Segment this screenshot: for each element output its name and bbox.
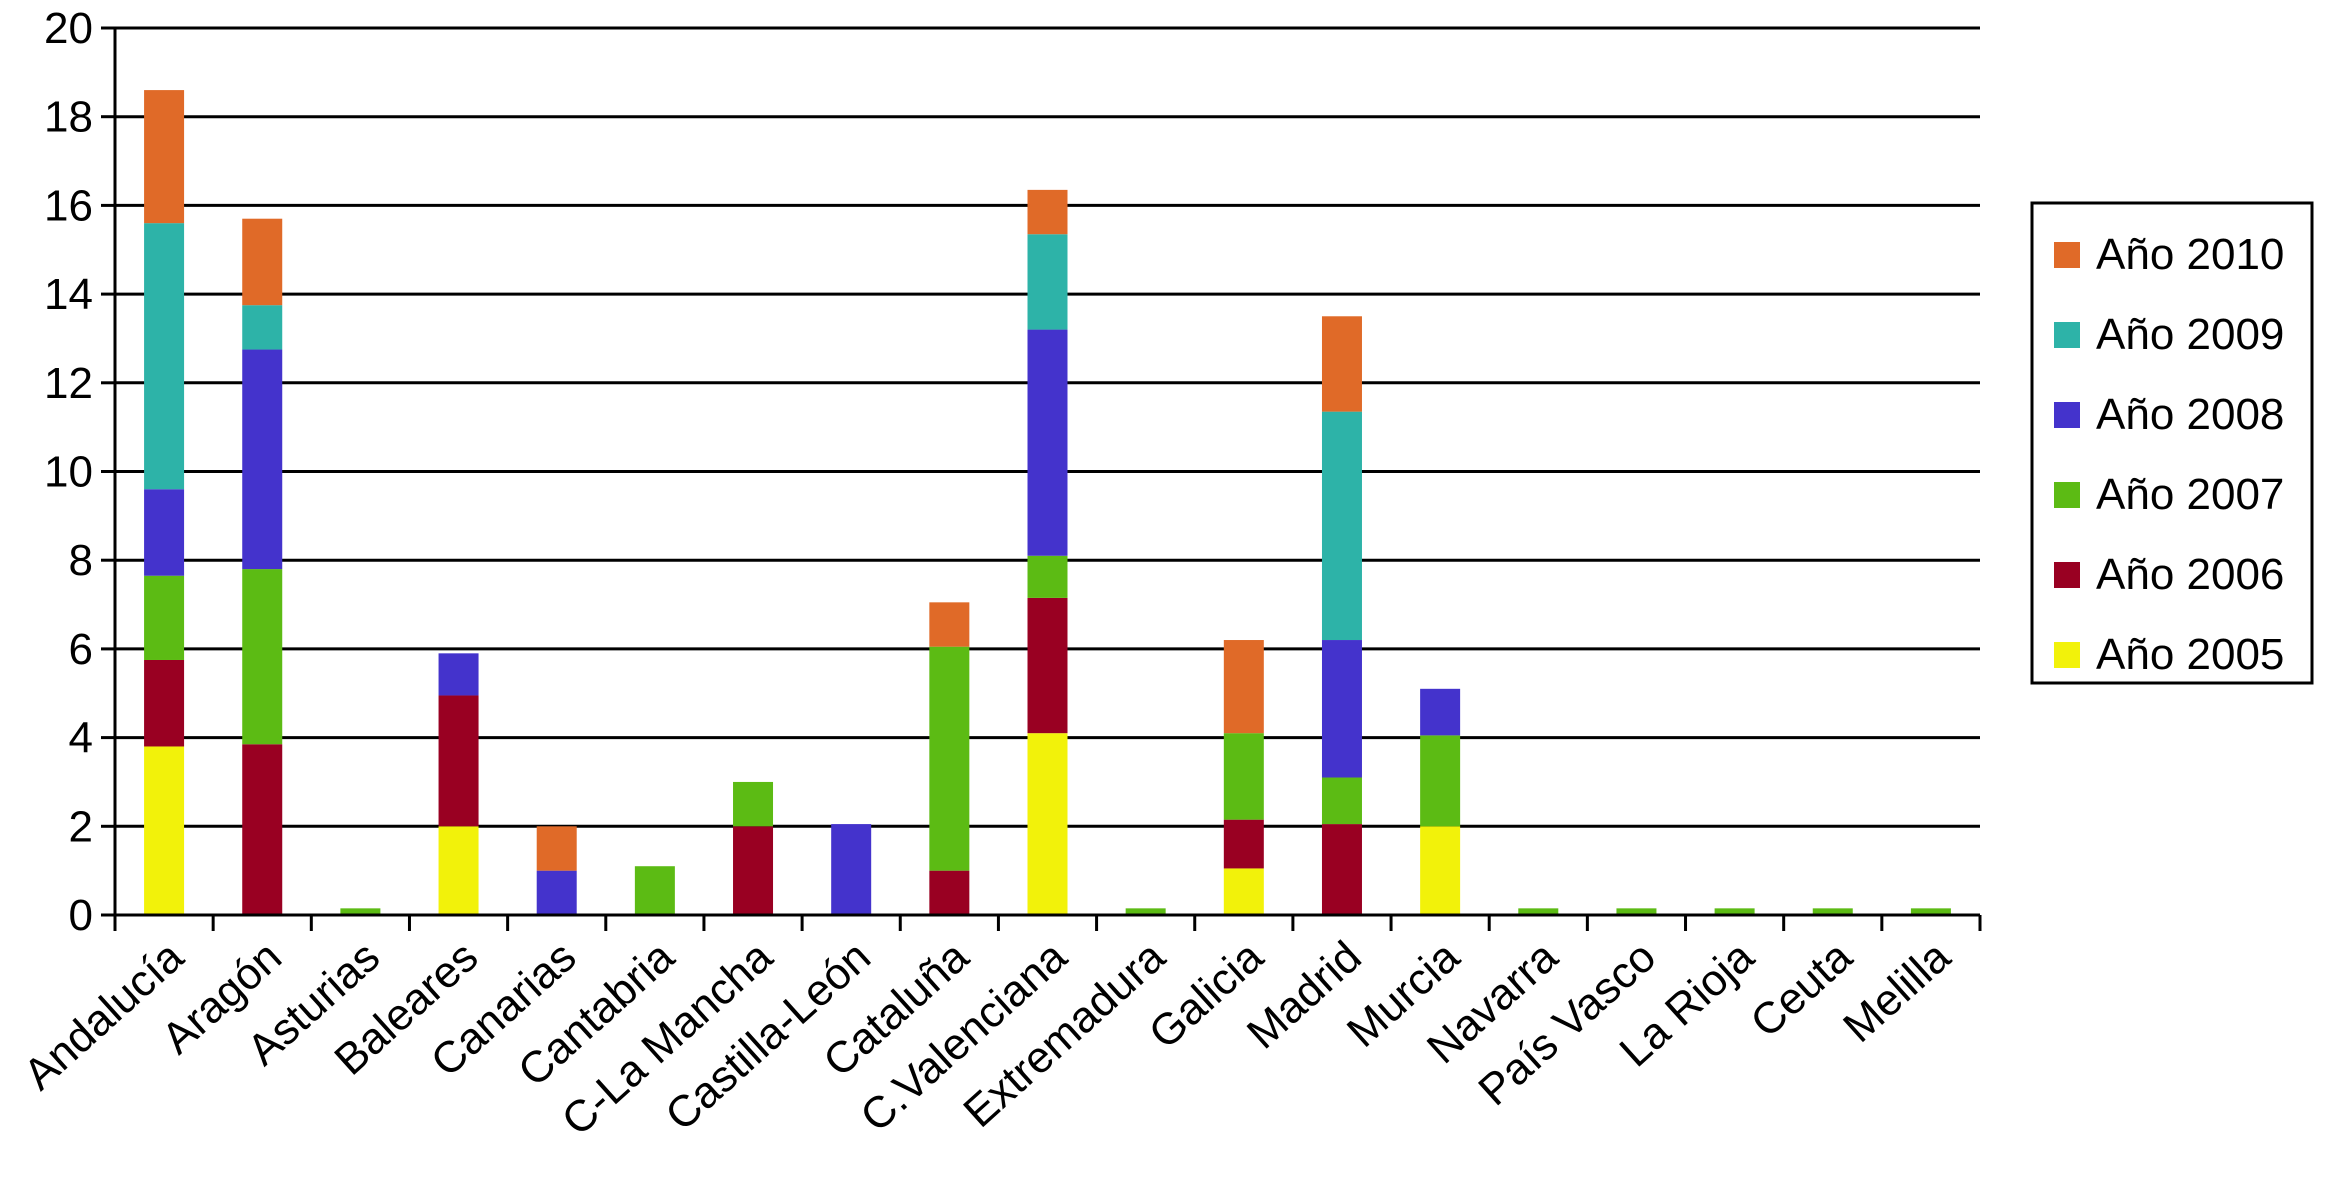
bar-segment xyxy=(929,646,970,871)
bar-segment xyxy=(144,746,185,915)
legend-swatch xyxy=(2054,322,2080,348)
bar-segment xyxy=(1125,908,1166,915)
bar-segment xyxy=(144,659,185,747)
y-tick-label: 4 xyxy=(69,714,93,763)
bar-segment xyxy=(1321,640,1362,778)
bar-segment xyxy=(438,653,479,696)
y-tick-label: 8 xyxy=(69,536,93,585)
bar-segment xyxy=(733,781,774,827)
bar-segment xyxy=(242,349,283,570)
bar-segment xyxy=(1223,819,1264,869)
legend: Año 2010 Año 2009 Año 2008 Año 2007 Año 2006… xyxy=(2030,201,2314,685)
x-tick-label: Ceuta xyxy=(1741,932,1861,1047)
bar-segment xyxy=(1420,688,1461,736)
y-tick-label: 2 xyxy=(69,802,93,851)
bar-segment xyxy=(1027,234,1068,330)
legend-label: Año 2010 xyxy=(2096,230,2284,279)
legend-label: Año 2006 xyxy=(2096,550,2284,599)
y-tick-label: 20 xyxy=(44,4,93,53)
y-tick-label: 12 xyxy=(44,359,93,408)
x-tick-label: Melilla xyxy=(1834,932,1960,1052)
y-tick-label: 14 xyxy=(44,270,93,319)
legend-label: Año 2007 xyxy=(2096,470,2284,519)
y-tick-label: 0 xyxy=(69,891,93,940)
bar-segment xyxy=(1321,316,1362,412)
bar-segment xyxy=(144,223,185,490)
bar-segment xyxy=(1223,733,1264,820)
legend-label: Año 2009 xyxy=(2096,310,2284,359)
bar-segment xyxy=(1910,908,1951,915)
bar-segment xyxy=(536,826,577,871)
bar-segment xyxy=(536,870,577,915)
legend-box xyxy=(2030,201,2314,685)
y-tick-label: 16 xyxy=(44,181,93,230)
bar-segment xyxy=(1321,824,1362,915)
bar-segment xyxy=(144,489,185,576)
y-tick-label: 6 xyxy=(69,625,93,674)
bar-segment xyxy=(438,695,479,827)
legend-swatch xyxy=(2054,242,2080,268)
legend-label: Año 2005 xyxy=(2096,630,2284,679)
bar-segment xyxy=(1420,735,1461,827)
bar-segment xyxy=(1321,777,1362,825)
bar-segment xyxy=(144,90,185,224)
bar-segment xyxy=(929,602,970,647)
bar-segment xyxy=(1027,329,1068,556)
bar-segment xyxy=(929,870,970,915)
bar-segment xyxy=(144,575,185,660)
axes xyxy=(101,26,1982,931)
bar-segment xyxy=(1223,640,1264,734)
bar-segment xyxy=(733,826,774,915)
bar-segment xyxy=(1518,908,1559,915)
y-tick-label: 18 xyxy=(44,93,93,142)
bar-segment xyxy=(1321,411,1362,641)
bar-segment xyxy=(1812,908,1853,915)
legend-label: Año 2008 xyxy=(2096,390,2284,439)
bar-segment xyxy=(242,744,283,915)
bar-segment xyxy=(1616,908,1657,915)
bar-segment xyxy=(242,305,283,350)
bar-segment xyxy=(634,866,675,915)
bar-segment xyxy=(1223,868,1264,915)
legend-swatch xyxy=(2054,642,2080,668)
x-tick-labels: AndalucíaAragónAsturiasBalearesCanariasC… xyxy=(15,932,1960,1146)
bar-segment xyxy=(1027,555,1068,598)
bar-segment xyxy=(1027,189,1068,235)
bar-segment xyxy=(1420,826,1461,915)
y-tick-labels: 0 2 4 6 8 10 12 14 16 18 20 xyxy=(44,4,93,940)
bar-segment xyxy=(831,824,872,915)
bar-segment xyxy=(1027,597,1068,734)
bar-segment xyxy=(1027,733,1068,915)
bar-segment xyxy=(242,218,283,306)
x-tick-label: Madrid xyxy=(1238,932,1371,1058)
bar-segment xyxy=(340,908,381,915)
bar-segment xyxy=(438,826,479,915)
y-tick-label: 10 xyxy=(44,448,93,497)
bar-segment xyxy=(242,569,283,745)
bars xyxy=(144,90,1951,915)
bar-segment xyxy=(1714,908,1755,915)
legend-swatch xyxy=(2054,402,2080,428)
legend-swatch xyxy=(2054,562,2080,588)
legend-swatch xyxy=(2054,482,2080,508)
